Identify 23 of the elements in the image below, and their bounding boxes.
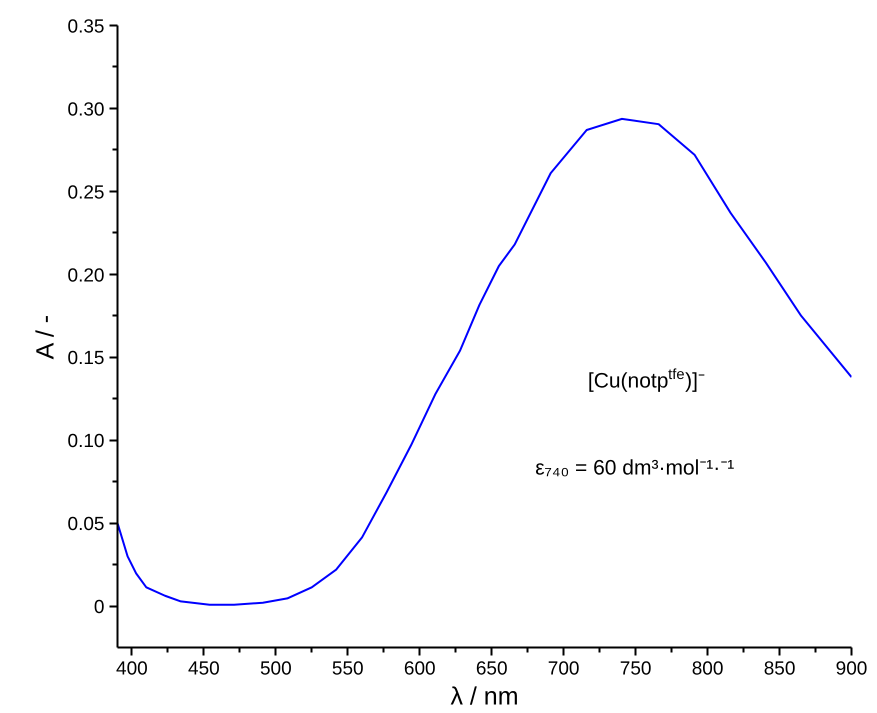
y-tick-label: 0.30 — [68, 99, 105, 120]
x-axis-title: λ / nm — [450, 682, 519, 710]
x-tick-label: 850 — [764, 658, 796, 680]
line-series — [118, 118, 852, 606]
y-tick-label: 0 — [94, 597, 105, 618]
y-tick-label: 0.15 — [68, 348, 105, 370]
x-tick-label: 750 — [620, 658, 652, 680]
x-tick-label: 400 — [116, 658, 148, 680]
x-tick-label: 700 — [548, 658, 580, 680]
x-tick-label: 450 — [188, 658, 220, 680]
y-axis-title: A / - — [32, 314, 60, 360]
x-tick-label: 600 — [404, 658, 436, 680]
annotation: ε₇₄₀ = 60 dm³·mol⁻¹·⁻¹ — [535, 456, 734, 480]
x-tick-label: 550 — [332, 658, 364, 680]
y-tick-label: 0.20 — [68, 265, 105, 286]
x-tick-label: 500 — [260, 658, 292, 680]
x-tick-label: 900 — [836, 658, 868, 680]
y-tick-label: 0.25 — [68, 182, 105, 204]
y-tick-label: 0.35 — [68, 16, 105, 38]
y-tick-label: 0.05 — [68, 514, 105, 536]
x-tick-label: 650 — [476, 658, 508, 680]
x-tick-label: 800 — [692, 658, 724, 680]
y-tick-label: 0.10 — [68, 431, 105, 452]
